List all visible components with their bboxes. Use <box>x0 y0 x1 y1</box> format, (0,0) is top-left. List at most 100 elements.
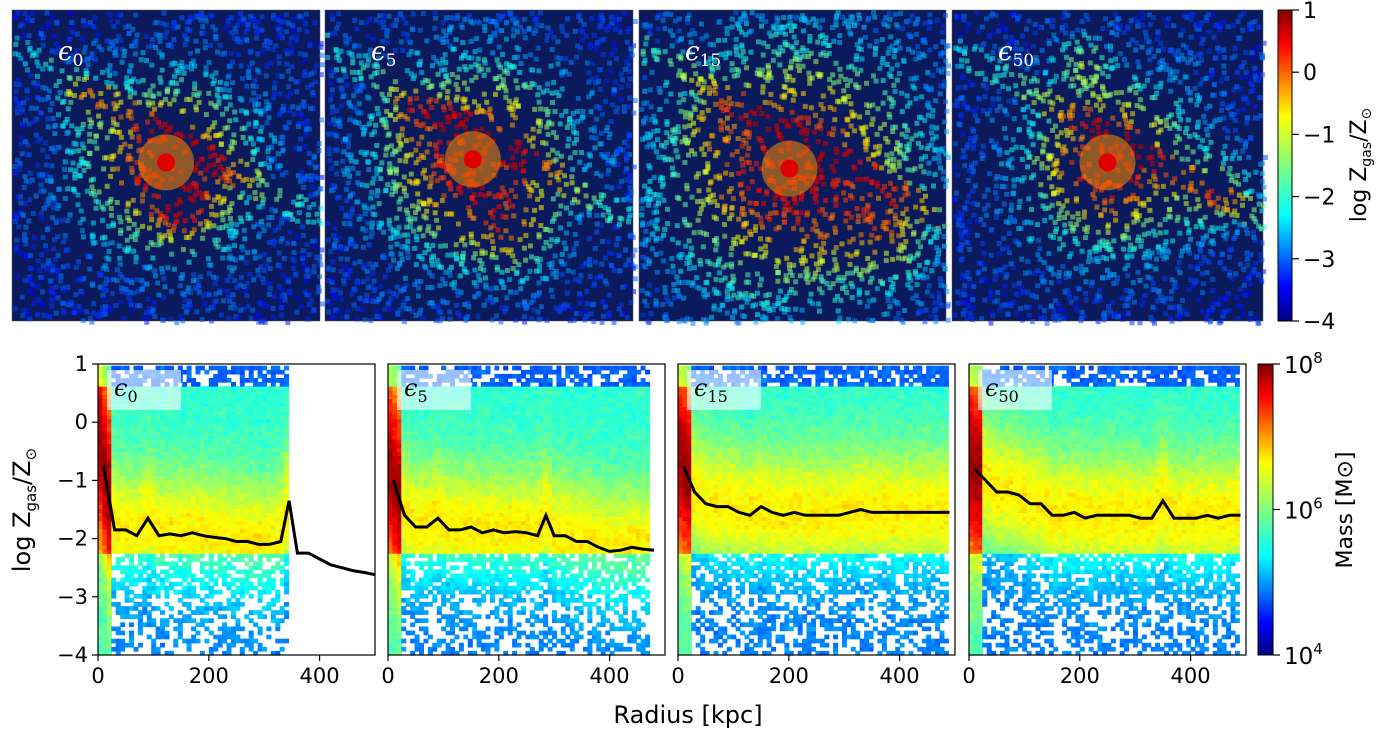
map-pixel <box>93 75 99 81</box>
map-pixel <box>534 182 540 188</box>
map-pixel <box>192 285 198 291</box>
map-pixel <box>254 30 260 36</box>
map-pixel <box>523 181 529 187</box>
map-pixel <box>556 93 562 99</box>
map-pixel <box>776 131 782 137</box>
map-pixel <box>644 131 650 137</box>
map-pixel <box>570 166 576 172</box>
map-pixel <box>909 167 915 173</box>
map-pixel <box>227 94 233 100</box>
map-pixel <box>586 70 592 76</box>
map-pixel <box>765 63 771 69</box>
map-pixel <box>287 40 293 46</box>
map-pixel <box>900 211 906 217</box>
map-pixel <box>57 90 63 96</box>
map-pixel <box>872 14 878 20</box>
map-pixel <box>239 244 245 250</box>
map-pixel <box>277 193 283 199</box>
map-pixel <box>173 131 179 137</box>
map-panel: ϵ15 <box>638 9 951 326</box>
map-pixel <box>597 105 603 111</box>
map-pixel <box>817 25 823 31</box>
map-pixel <box>300 17 306 23</box>
map-pixel <box>307 193 313 199</box>
map-pixel <box>829 215 835 221</box>
map-pixel <box>618 97 624 102</box>
map-pixel <box>353 243 359 249</box>
map-pixel <box>495 27 500 33</box>
map-pixel <box>441 104 447 110</box>
map-pixel <box>116 214 122 220</box>
map-pixel <box>845 179 851 185</box>
map-pixel <box>215 237 221 243</box>
map-pixel <box>129 280 135 286</box>
map-pixel <box>96 199 101 205</box>
map-pixel <box>289 46 295 52</box>
map-pixel <box>20 109 25 115</box>
map-pixel <box>606 157 611 163</box>
map-pixel <box>121 315 127 321</box>
map-pixel <box>752 111 758 116</box>
map-pixel <box>371 63 377 69</box>
map-pixel <box>920 235 926 241</box>
map-pixel <box>79 290 85 296</box>
map-pixel <box>830 72 836 78</box>
map-pixel <box>891 54 897 60</box>
map-pixel <box>171 223 177 229</box>
map-pixel <box>632 247 638 253</box>
map-pixel <box>858 232 864 238</box>
map-pixel <box>596 17 602 23</box>
map-pixel <box>171 37 177 43</box>
map-pixel <box>713 101 719 107</box>
map-pixel <box>184 19 190 25</box>
map-pixel <box>945 155 951 160</box>
map-pixel <box>62 288 68 294</box>
map-pixel <box>683 114 688 120</box>
map-pixel <box>242 236 248 242</box>
map-pixel <box>639 205 645 211</box>
map-pixel <box>620 284 626 290</box>
map-pixel <box>739 143 745 149</box>
map-pixel <box>792 290 798 296</box>
map-pixel <box>898 317 904 323</box>
map-pixel <box>403 193 409 199</box>
map-pixel <box>224 106 230 112</box>
map-pixel <box>939 29 945 35</box>
map-pixel <box>482 193 488 199</box>
map-pixel <box>905 191 911 197</box>
map-pixel <box>928 239 933 245</box>
map-pixel <box>451 285 457 291</box>
map-pixel <box>758 246 764 252</box>
map-pixel <box>800 91 806 96</box>
map-pixel <box>664 140 669 145</box>
map-pixel <box>332 122 338 128</box>
map-pixel <box>149 129 155 134</box>
map-pixel <box>109 290 115 296</box>
map-pixel <box>508 247 514 253</box>
map-pixel <box>209 203 214 209</box>
map-pixel <box>642 88 648 94</box>
map-pixel <box>88 90 94 95</box>
map-pixel <box>49 163 55 169</box>
map-pixel <box>13 170 19 176</box>
map-pixel <box>475 241 481 247</box>
map-pixel <box>371 278 377 284</box>
map-pixel <box>136 79 141 85</box>
map-pixel <box>731 236 737 242</box>
map-pixel <box>420 170 426 176</box>
map-pixel <box>271 242 277 248</box>
map-pixel <box>749 109 755 115</box>
map-pixel <box>914 219 920 225</box>
map-pixel <box>309 184 315 190</box>
map-pixel <box>574 54 579 60</box>
map-pixel <box>250 157 256 162</box>
map-pixel <box>575 118 580 124</box>
map-pixel <box>271 12 276 18</box>
map-pixel <box>215 49 221 55</box>
map-pixel <box>248 316 254 322</box>
map-pixel <box>864 290 870 296</box>
map-pixel <box>40 66 46 72</box>
map-pixel <box>411 228 417 234</box>
map-pixel <box>290 216 296 222</box>
map-pixel <box>104 135 110 141</box>
